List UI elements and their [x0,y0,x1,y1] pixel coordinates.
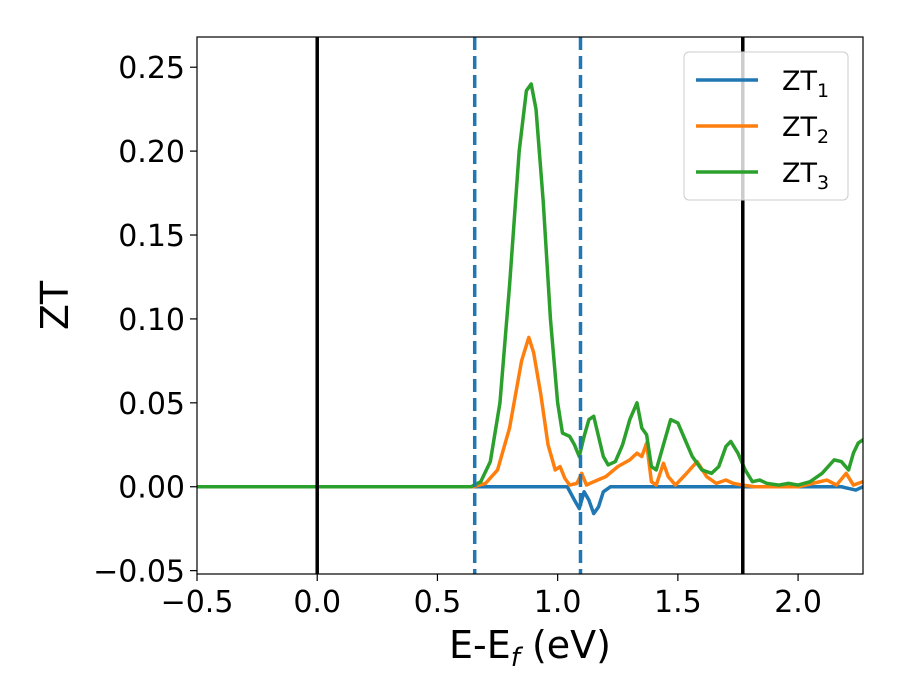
y-axis-label: ZT [33,280,77,330]
y-tick-label: 0.10 [118,303,185,338]
y-tick-label: 0.15 [118,219,185,254]
series-line-zt1 [197,484,863,516]
y-tick-label: −0.05 [93,555,185,590]
x-tick-label: −0.5 [161,585,234,620]
y-tick-label: 0.25 [118,51,185,86]
y-tick-label: 0.20 [118,135,185,170]
x-tick-label: 2.0 [774,585,822,620]
x-tick-label: 0.5 [414,585,462,620]
vline-layer [315,37,745,574]
plot-frame [196,36,864,575]
y-ticks: −0.05 0.00 0.05 0.10 0.15 0.20 0.25 [93,51,197,590]
series-line-zt2 [197,335,863,489]
x-tick-label: 0.0 [293,585,341,620]
legend-label-zt2: ZT2 [782,112,829,148]
x-axis-label-main: E-E [449,623,511,667]
y-tick-label: 0.00 [118,471,185,506]
x-tick-label: 1.0 [534,585,582,620]
x-axis-label: E-Ef (eV) [449,623,611,673]
x-tick-label: 1.5 [654,585,702,620]
series-line-zt3 [197,82,863,489]
legend-box [683,51,849,201]
x-axis-label-unit: (eV) [520,623,611,667]
legend-label-zt1: ZT1 [782,66,829,102]
y-tick-label: 0.05 [118,387,185,422]
legend: ZT1 ZT2 ZT3 [683,51,849,201]
legend-label-zt3: ZT3 [782,158,829,194]
x-ticks: −0.5 0.0 0.5 1.0 1.5 2.0 [161,574,822,620]
series-layer [197,82,863,516]
